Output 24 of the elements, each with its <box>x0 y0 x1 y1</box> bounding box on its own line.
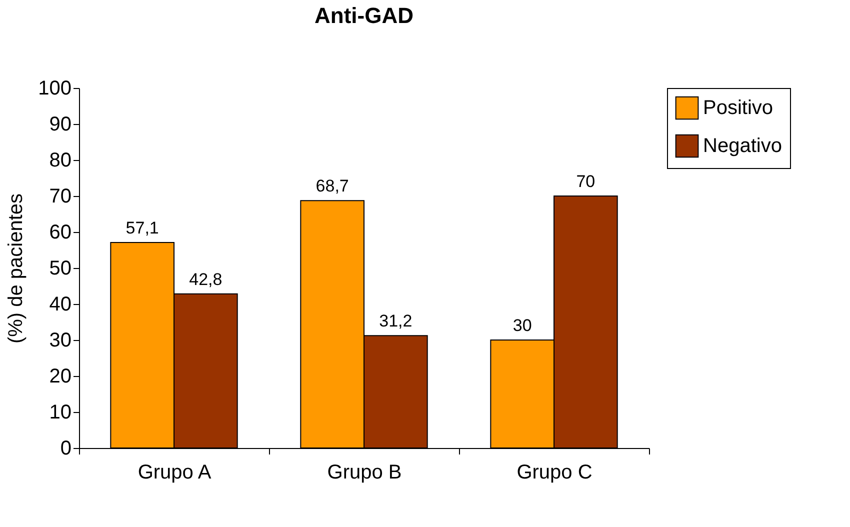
y-tick-label: 30 <box>49 330 72 352</box>
legend-label: Negativo <box>703 135 782 157</box>
y-axis-title: (%) de pacientes <box>5 193 28 344</box>
data-label: 31,2 <box>379 312 412 331</box>
chart-title: Anti-GAD <box>314 3 414 28</box>
data-label: 30 <box>512 316 532 335</box>
data-label: 57,1 <box>126 218 159 238</box>
y-tick-label: 20 <box>49 366 72 388</box>
data-label: 42,8 <box>189 270 222 289</box>
data-label: 68,7 <box>316 176 349 196</box>
x-tick-label: Grupo A <box>138 462 212 484</box>
y-tick-label: 0 <box>60 438 72 460</box>
legend-label: Positivo <box>703 97 774 119</box>
data-label: 70 <box>576 172 596 191</box>
y-tick-label: 90 <box>49 114 72 136</box>
y-tick-label: 50 <box>49 258 72 280</box>
x-tick-label: Grupo C <box>516 462 592 484</box>
y-tick-label: 80 <box>49 150 72 172</box>
y-tick-label: 100 <box>38 78 72 100</box>
y-tick-label: 70 <box>49 186 72 208</box>
y-tick-label: 40 <box>49 294 72 316</box>
y-tick-label: 60 <box>49 222 72 244</box>
y-tick-label: 10 <box>49 402 72 424</box>
x-tick-label: Grupo B <box>327 462 402 484</box>
